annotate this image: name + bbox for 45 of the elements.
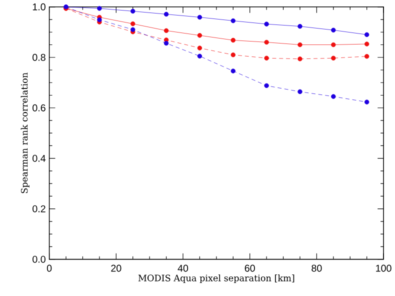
point <box>230 68 236 74</box>
point <box>364 100 370 105</box>
point <box>364 32 370 38</box>
point <box>230 38 236 43</box>
x-tick-label: 40 <box>178 264 188 272</box>
y-tick-label: 0.0 <box>32 256 46 263</box>
point <box>298 89 302 94</box>
point <box>331 56 336 61</box>
x-tick-label: 20 <box>111 264 122 272</box>
y-tick-label: 0.6 <box>32 104 46 112</box>
point <box>197 54 202 59</box>
x-tick-label: 100 <box>376 264 392 272</box>
point <box>164 12 169 17</box>
point <box>364 42 370 46</box>
point <box>331 28 336 33</box>
point <box>164 28 169 34</box>
point <box>364 54 370 59</box>
point <box>230 18 236 24</box>
y-tick-label: 0.2 <box>32 205 46 212</box>
point <box>264 83 269 88</box>
point <box>298 56 302 62</box>
point <box>130 22 136 26</box>
point <box>264 40 269 45</box>
point <box>197 14 202 20</box>
x-tick-label: 0 <box>46 264 52 272</box>
point <box>130 8 136 14</box>
y-axis-title: Spearman rank correlation <box>20 72 30 194</box>
point <box>264 22 269 27</box>
point <box>331 94 336 99</box>
point <box>164 40 169 46</box>
point <box>97 6 102 11</box>
point <box>298 24 302 29</box>
point <box>197 33 202 38</box>
point <box>264 56 269 61</box>
x-tick-label: 60 <box>244 264 255 272</box>
x-axis-title: MODIS Aqua pixel separation [km] <box>138 274 294 284</box>
point <box>298 42 302 48</box>
point <box>197 46 202 51</box>
point <box>331 42 336 48</box>
x-tick-label: 80 <box>312 264 322 272</box>
point <box>230 52 236 58</box>
y-tick-label: 0.4 <box>32 154 46 162</box>
y-tick-label: 0.8 <box>32 54 46 61</box>
point <box>130 27 136 32</box>
y-tick-label: 1.0 <box>32 4 46 10</box>
